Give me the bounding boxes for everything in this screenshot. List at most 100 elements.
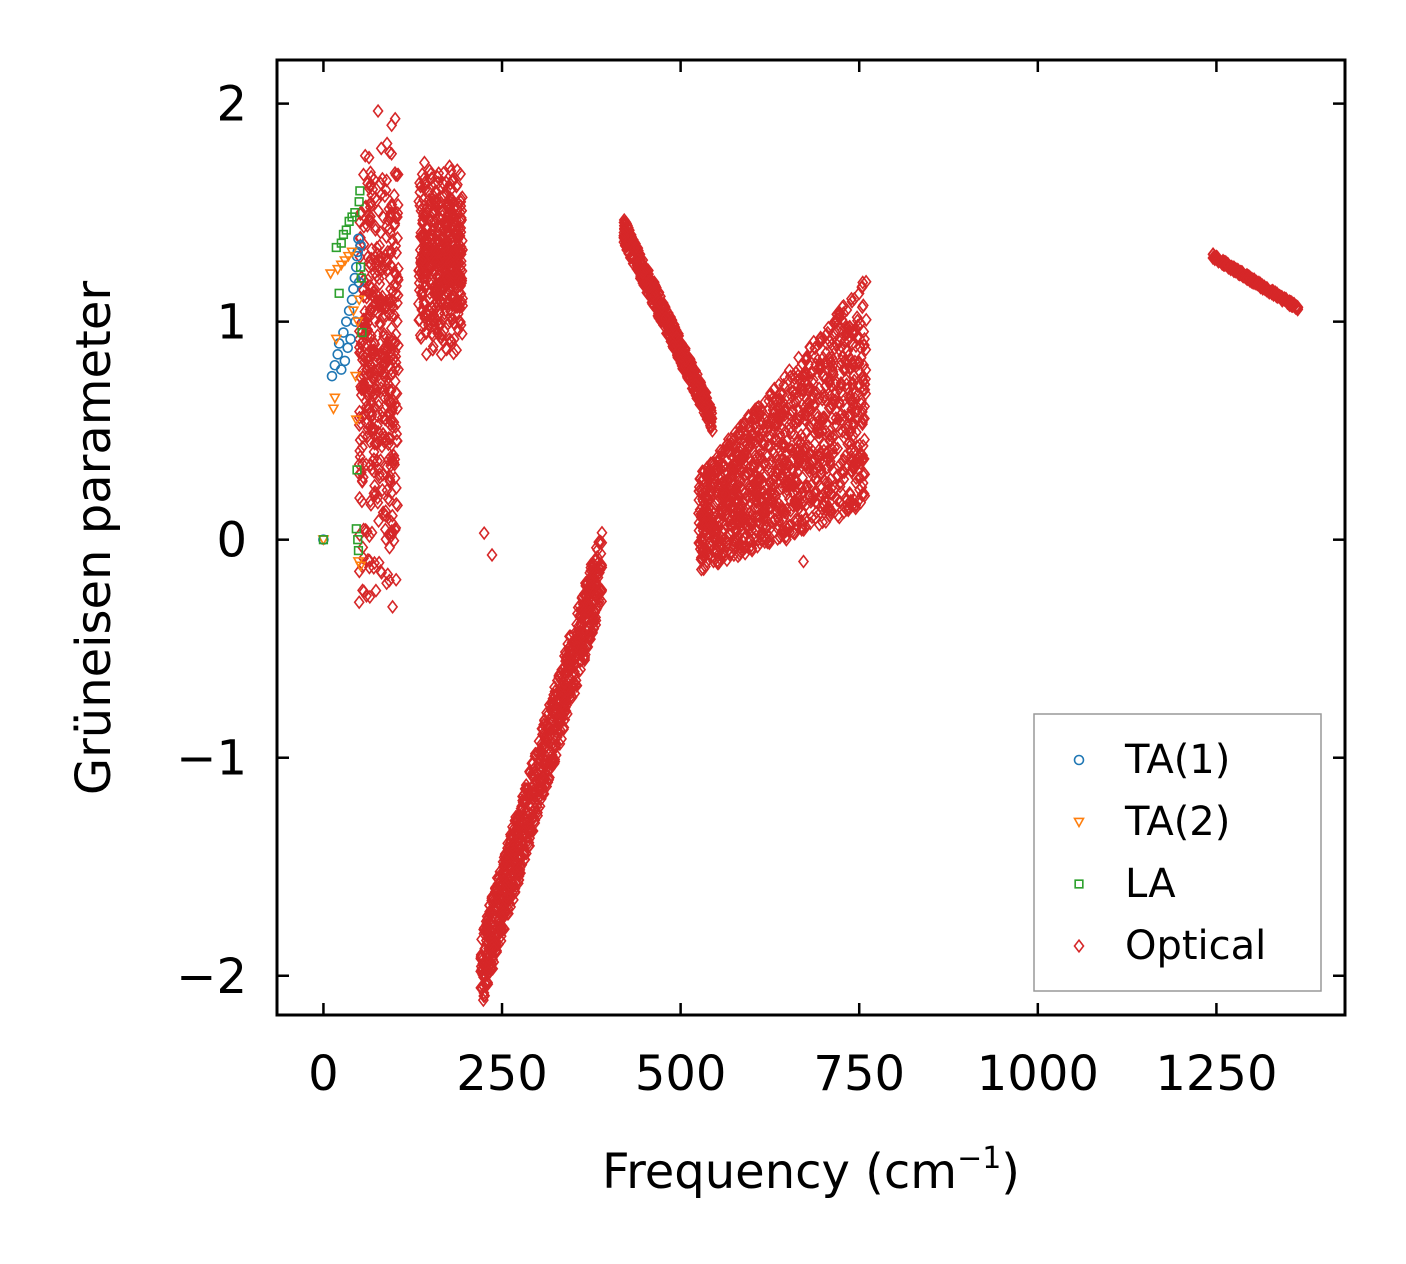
optical-point — [355, 206, 367, 222]
optical-point — [770, 463, 782, 478]
ta-2-point — [339, 256, 351, 267]
optical-point — [577, 597, 589, 612]
optical-point — [390, 572, 402, 587]
optical-point — [832, 469, 844, 484]
optical-point — [793, 350, 805, 365]
optical-point — [488, 923, 500, 938]
optical-point — [520, 778, 532, 793]
optical-point — [653, 295, 665, 310]
optical-point — [418, 155, 430, 170]
optical-point — [755, 452, 767, 467]
optical-point — [373, 513, 385, 529]
optical-point — [759, 508, 771, 523]
optical-point — [625, 249, 637, 264]
optical-point — [355, 336, 367, 352]
optical-point — [455, 286, 467, 301]
optical-point — [857, 373, 869, 388]
optical-point — [699, 385, 711, 401]
optical-point — [846, 392, 858, 407]
optical-point — [813, 430, 825, 445]
optical-point — [524, 830, 536, 846]
optical-point — [706, 543, 718, 558]
optical-point — [790, 395, 802, 410]
optical-point — [384, 473, 396, 489]
optical-point — [705, 503, 717, 518]
optical-point — [775, 420, 787, 436]
optical-point — [446, 209, 458, 224]
optical-point — [573, 630, 585, 645]
optical-point — [770, 433, 782, 448]
optical-point — [356, 494, 368, 509]
optical-point — [637, 265, 649, 281]
optical-point — [419, 178, 431, 193]
optical-point — [775, 452, 787, 468]
optical-point — [695, 550, 707, 565]
optical-point — [840, 426, 852, 441]
optical-point — [356, 456, 368, 472]
y-tick-label: 2 — [216, 77, 247, 133]
optical-point — [449, 316, 461, 332]
optical-point — [713, 452, 725, 467]
optical-point — [799, 364, 811, 380]
optical-point — [376, 482, 388, 498]
optical-point — [740, 444, 752, 459]
optical-point — [427, 339, 439, 354]
optical-point — [371, 418, 383, 433]
optical-point — [767, 391, 779, 406]
optical-point — [762, 487, 774, 502]
optical-point — [1231, 262, 1243, 277]
optical-point — [732, 449, 744, 464]
optical-point — [415, 330, 427, 346]
optical-point — [359, 148, 371, 163]
optical-point — [428, 262, 440, 277]
optical-point — [374, 360, 386, 375]
optical-point — [801, 425, 813, 440]
optical-point — [385, 383, 397, 398]
optical-point — [432, 245, 444, 260]
optical-point — [532, 782, 544, 797]
optical-point — [456, 326, 468, 341]
optical-point — [812, 419, 824, 434]
optical-point — [761, 519, 773, 534]
optical-point — [778, 510, 790, 526]
optical-point — [391, 401, 403, 416]
optical-point — [354, 490, 366, 506]
optical-point — [435, 212, 447, 228]
optical-point — [741, 519, 753, 535]
optical-point — [514, 860, 526, 875]
legend-marker-ta-2 — [1073, 817, 1085, 829]
optical-point — [376, 439, 388, 454]
optical-point — [748, 472, 760, 487]
optical-point — [448, 239, 460, 255]
optical-point — [478, 985, 490, 1001]
optical-point — [590, 577, 602, 592]
optical-point — [368, 488, 380, 504]
optical-point — [700, 385, 712, 400]
la-point — [341, 225, 351, 235]
optical-point — [843, 392, 855, 407]
optical-point — [743, 541, 755, 556]
optical-point — [800, 512, 812, 527]
optical-point — [753, 439, 765, 455]
optical-point — [355, 465, 367, 480]
optical-point — [495, 933, 507, 949]
optical-point — [722, 542, 734, 557]
optical-point — [378, 400, 390, 415]
optical-point — [416, 284, 428, 300]
optical-point — [490, 880, 502, 895]
optical-point — [746, 429, 758, 444]
optical-point — [378, 326, 390, 342]
optical-point — [451, 163, 463, 178]
optical-point — [715, 448, 727, 464]
ta-2-point — [346, 247, 358, 259]
y-axis-ticks: −2 −1 0 1 2 — [176, 77, 1345, 1005]
optical-point — [568, 645, 580, 661]
optical-point — [368, 304, 380, 319]
optical-point — [444, 159, 456, 174]
ta-2-point — [342, 251, 355, 263]
optical-point — [379, 522, 391, 537]
optical-point — [762, 462, 774, 477]
optical-point — [380, 504, 392, 519]
optical-point — [827, 364, 839, 379]
optical-point — [596, 560, 608, 575]
